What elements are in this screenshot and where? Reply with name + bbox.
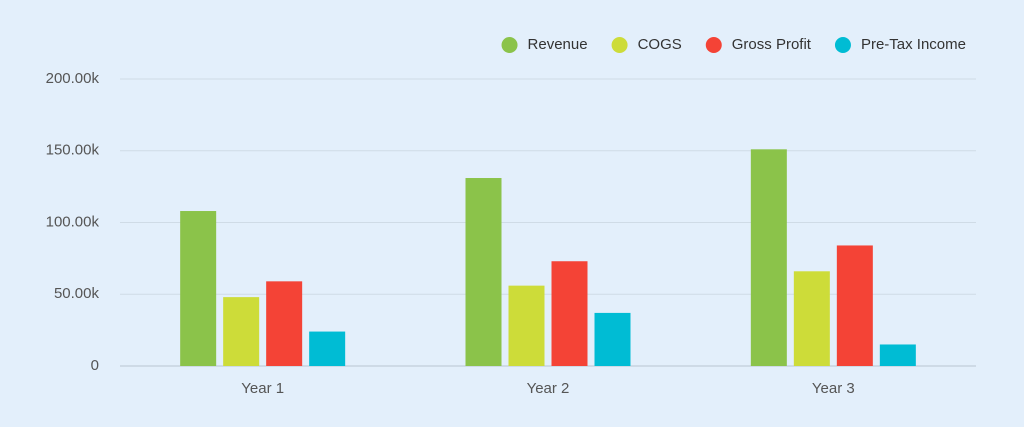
bar (750, 149, 787, 366)
y-tick-label: 0 (91, 357, 99, 374)
x-tick-label: Year 3 (812, 380, 855, 397)
legend-label: Revenue (528, 36, 588, 53)
bar (594, 312, 631, 366)
y-tick-label: 100.00k (46, 213, 100, 230)
x-tick-label: Year 2 (527, 380, 570, 397)
y-tick-label: 50.00k (54, 285, 100, 302)
legend-label: Gross Profit (732, 36, 812, 53)
bar (836, 245, 873, 366)
legend-marker (611, 37, 628, 53)
bar (465, 178, 502, 366)
bar (793, 271, 830, 366)
y-tick-label: 200.00k (46, 70, 100, 87)
bar (180, 211, 217, 366)
bar (223, 297, 260, 366)
legend-marker (501, 37, 518, 53)
legend-label: Pre-Tax Income (861, 36, 966, 53)
y-tick-label: 150.00k (46, 142, 100, 159)
bar (266, 281, 303, 366)
legend-label: COGS (638, 36, 682, 53)
bar (879, 344, 916, 366)
x-tick-label: Year 1 (241, 380, 284, 397)
bar (551, 261, 588, 366)
legend-marker (705, 37, 722, 53)
legend-marker (834, 37, 851, 53)
bar (309, 331, 346, 366)
bar (508, 285, 545, 366)
